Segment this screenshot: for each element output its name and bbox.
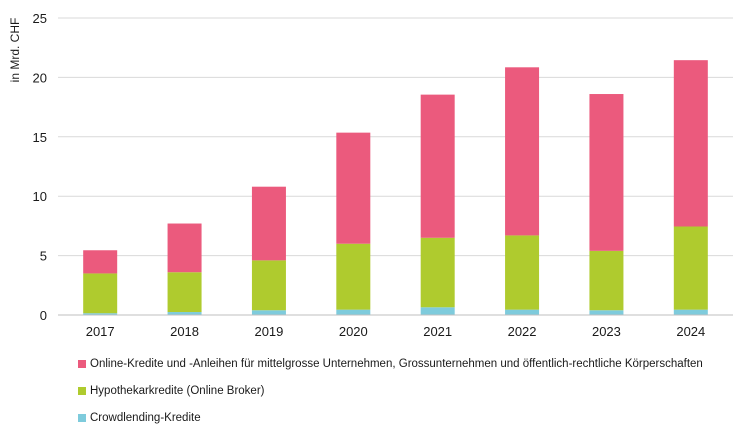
bar-segment-2019-s1	[251, 260, 286, 311]
bar-segment-2020-s2	[336, 132, 371, 244]
bar-segment-2021-s1	[420, 237, 455, 308]
x-tick-labels: 2017 2018 2019 2020 2021 2022 2023 2024	[86, 324, 706, 339]
x-tick-label: 2017	[86, 324, 115, 339]
legend-label: Crowdlending-Kredite	[90, 411, 201, 424]
bar-segment-2020-s1	[336, 243, 371, 310]
y-tick-label: 20	[33, 70, 47, 85]
x-tick-label: 2019	[254, 324, 283, 339]
legend-label: Hypothekarkredite (Online Broker)	[90, 384, 265, 397]
legend-label: Online-Kredite und -Anleihen für mittelg…	[90, 357, 703, 370]
bar-segment-2024-s2	[673, 60, 708, 227]
bar-segment-2019-s2	[251, 186, 286, 261]
x-tick-label: 2023	[592, 324, 621, 339]
legend-item: Online-Kredite und -Anleihen für mittelg…	[78, 350, 738, 377]
y-tick-label: 10	[33, 189, 47, 204]
x-tick-label: 2018	[170, 324, 199, 339]
y-tick-label: 5	[40, 249, 47, 264]
y-tick-label: 0	[40, 308, 47, 323]
bar-segment-2021-s0	[420, 307, 455, 315]
x-tick-label: 2024	[676, 324, 705, 339]
y-tick-labels: 0 5 10 15 20 25	[33, 11, 47, 323]
bar-segment-2018-s1	[167, 272, 202, 313]
bar-segment-2023-s1	[589, 250, 624, 311]
bar-segment-2021-s2	[420, 94, 455, 238]
bar-segment-2018-s0	[167, 312, 202, 315]
y-axis-title: in Mrd. CHF	[8, 18, 22, 83]
bar-segment-2022-s2	[505, 67, 540, 236]
legend-swatch	[78, 359, 86, 368]
bar-segment-2024-s0	[673, 309, 708, 315]
y-tick-label: 25	[33, 11, 47, 26]
gridlines	[58, 17, 733, 257]
bar-segment-2018-s2	[167, 223, 202, 273]
bars	[83, 60, 708, 315]
bar-segment-2022-s1	[505, 235, 540, 310]
legend-swatch	[78, 413, 86, 422]
bar-segment-2020-s0	[336, 309, 371, 315]
bar-segment-2017-s1	[83, 273, 118, 314]
legend-swatch	[78, 386, 86, 395]
bar-segment-2017-s0	[83, 313, 118, 315]
bar-segment-2022-s0	[505, 309, 540, 315]
bar-segment-2023-s0	[589, 310, 624, 315]
bar-segment-2024-s1	[673, 226, 708, 310]
bar-segment-2019-s0	[251, 310, 286, 315]
bar-segment-2023-s2	[589, 94, 624, 251]
legend-item: Crowdlending-Kredite	[78, 404, 738, 431]
bar-segment-2017-s2	[83, 250, 118, 274]
x-tick-label: 2022	[508, 324, 537, 339]
y-tick-label: 15	[33, 130, 47, 145]
x-tick-label: 2021	[423, 324, 452, 339]
legend: Online-Kredite und -Anleihen für mittelg…	[78, 350, 738, 431]
legend-item: Hypothekarkredite (Online Broker)	[78, 377, 738, 404]
x-tick-label: 2020	[339, 324, 368, 339]
